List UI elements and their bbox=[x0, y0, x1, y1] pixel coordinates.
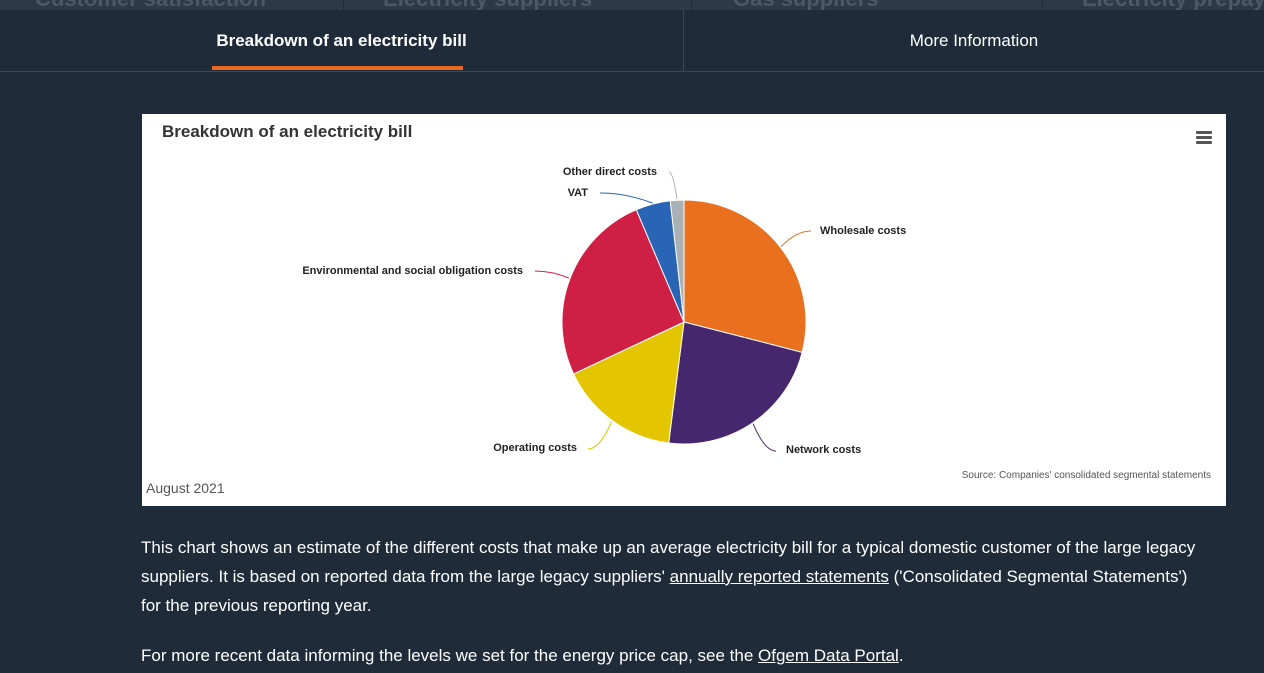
tab-more-information-label: More Information bbox=[909, 30, 1039, 50]
hamburger-icon-bar bbox=[1196, 136, 1212, 139]
tab-breakdown[interactable]: Breakdown of an electricity bill bbox=[0, 10, 683, 71]
top-nav-item-customer-satisfaction[interactable]: Customer satisfaction bbox=[35, 0, 266, 10]
data-portal-text-end: . bbox=[898, 646, 904, 665]
chart-date: August 2021 bbox=[146, 480, 225, 496]
pie-chart: Wholesale costs Network costs Operating co… bbox=[302, 166, 906, 456]
top-nav-strip: Customer satisfaction Electricity suppli… bbox=[0, 0, 1264, 10]
chart-title: Breakdown of an electricity bill bbox=[162, 122, 413, 141]
description-text-end: ('Consolidated Segmental Statements') fo… bbox=[141, 567, 1188, 615]
connector-operating-costs bbox=[587, 421, 613, 450]
tab-more-information[interactable]: More Information bbox=[684, 10, 1264, 71]
data-label-other-direct-costs: Other direct costs bbox=[563, 166, 657, 178]
data-label-network-costs: Network costs bbox=[786, 444, 861, 456]
data-label-wholesale-costs: Wholesale costs bbox=[820, 225, 906, 237]
tab-divider bbox=[683, 10, 684, 71]
top-nav-separator bbox=[343, 0, 344, 10]
data-label-vat: VAT bbox=[568, 187, 589, 199]
data-label-environmental-and-social-obligation-costs: Environmental and social obligation cost… bbox=[302, 265, 523, 277]
connector-environmental-and-social-obligation-costs bbox=[534, 270, 570, 279]
top-nav-item-gas-suppliers[interactable]: Gas suppliers bbox=[733, 0, 879, 10]
connector-vat bbox=[599, 192, 653, 204]
top-nav-separator bbox=[1042, 0, 1043, 10]
description-paragraph: This chart shows an estimate of the diff… bbox=[141, 533, 1211, 620]
top-nav-item-electricity-prepay[interactable]: Electricity prepay bbox=[1082, 0, 1264, 10]
tab-bar: Breakdown of an electricity bill More In… bbox=[0, 10, 1264, 72]
pie-slice-wholesale-costs[interactable] bbox=[683, 199, 807, 353]
chart-card: Breakdown of an electricity bill Wholesa… bbox=[142, 114, 1226, 506]
connector-other-direct-costs bbox=[668, 171, 678, 200]
hamburger-icon-bar bbox=[1196, 141, 1212, 144]
description-text-start: This chart shows an estimate of the diff… bbox=[141, 538, 1196, 586]
connector-network-costs bbox=[752, 423, 777, 452]
top-nav-separator bbox=[691, 0, 692, 10]
top-nav-item-electricity-suppliers[interactable]: Electricity suppliers bbox=[383, 0, 592, 10]
data-portal-text-start: For more recent data informing the level… bbox=[141, 646, 759, 665]
chart-source: Source: Companies' consolidated segmenta… bbox=[961, 470, 1211, 481]
pie-slice-network-costs[interactable] bbox=[668, 321, 803, 445]
chart-menu-button[interactable] bbox=[1194, 130, 1214, 146]
pie-slice-other-direct-costs[interactable] bbox=[669, 199, 685, 323]
data-label-operating-costs: Operating costs bbox=[493, 442, 577, 454]
ofgem-data-portal-link[interactable]: Ofgem Data Portal bbox=[758, 646, 899, 665]
hamburger-icon-bar bbox=[1196, 131, 1212, 134]
pie-slice-operating-costs[interactable] bbox=[572, 321, 685, 444]
data-portal-paragraph: For more recent data informing the level… bbox=[141, 641, 1211, 670]
active-tab-indicator bbox=[212, 66, 463, 70]
tab-breakdown-label: Breakdown of an electricity bill bbox=[216, 30, 467, 50]
connector-wholesale-costs bbox=[780, 230, 812, 247]
annual-statements-link[interactable]: annually reported statements bbox=[669, 567, 889, 586]
